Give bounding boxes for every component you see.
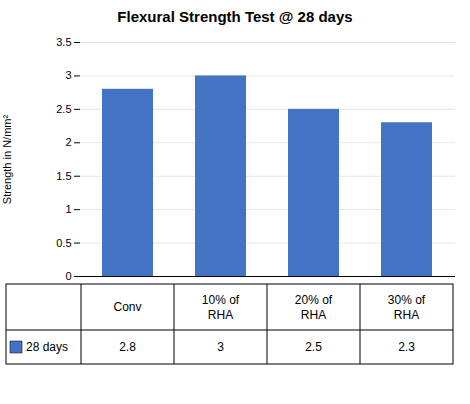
svg-text:2.8: 2.8 (119, 340, 136, 354)
svg-text:3: 3 (65, 69, 71, 81)
svg-text:0: 0 (65, 270, 71, 280)
svg-text:20% ofRHA: 20% ofRHA (295, 293, 333, 322)
svg-text:3.5: 3.5 (56, 36, 71, 48)
svg-text:2.3: 2.3 (398, 340, 415, 354)
svg-text:2: 2 (65, 136, 71, 148)
svg-text:10% ofRHA: 10% ofRHA (202, 293, 240, 322)
svg-text:30% ofRHA: 30% ofRHA (388, 293, 426, 322)
svg-text:Conv: Conv (113, 300, 141, 314)
svg-text:0.5: 0.5 (56, 237, 71, 249)
svg-text:1: 1 (65, 203, 71, 215)
svg-text:3: 3 (217, 340, 224, 354)
html-text:Flexural Strength Test @ 28 da: Flexural Strength Test @ 28 days (117, 8, 353, 25)
svg-text:Strength in N/mm²: Strength in N/mm² (1, 115, 13, 205)
svg-text:2.5: 2.5 (305, 340, 322, 354)
svg-text:2.5: 2.5 (56, 103, 71, 115)
svg-text:28 days: 28 days (26, 340, 68, 354)
svg-text:1.5: 1.5 (56, 170, 71, 182)
